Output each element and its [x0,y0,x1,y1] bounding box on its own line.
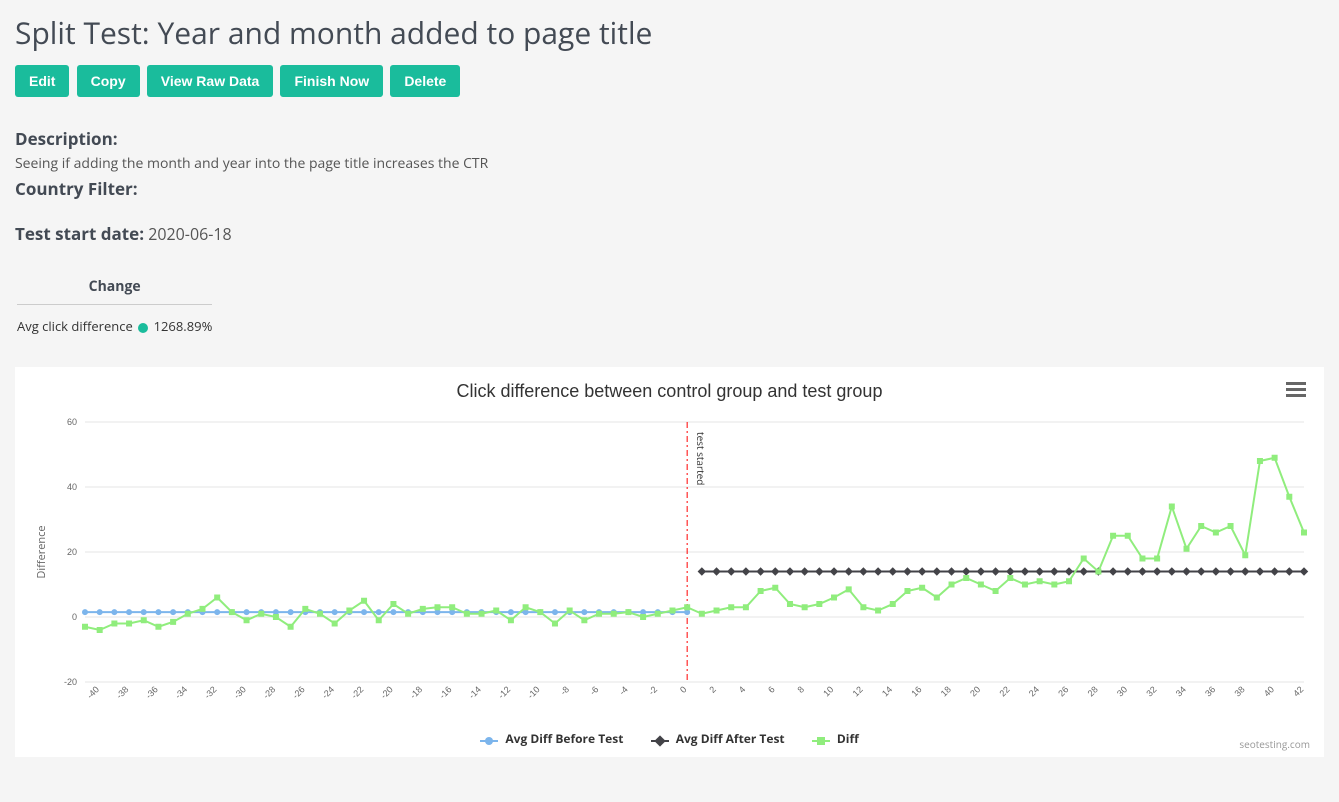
svg-text:20: 20 [67,547,77,557]
svg-text:36: 36 [1203,684,1217,698]
legend-item-before[interactable]: Avg Diff Before Test [480,730,623,747]
view-raw-data-button[interactable]: View Raw Data [147,65,274,97]
svg-text:22: 22 [998,684,1012,698]
svg-text:-16: -16 [437,684,453,700]
summary-change-header: Change [17,269,212,305]
svg-text:0: 0 [72,612,77,622]
start-date-label: Test start date: [15,222,144,245]
chart-legend: Avg Diff Before Test Avg Diff After Test… [25,730,1314,747]
chart-plot: -200204060Difference-40-38-36-34-32-30-2… [25,412,1314,722]
description-text: Seeing if adding the month and year into… [15,154,1324,173]
svg-text:28: 28 [1086,684,1100,698]
svg-text:test started: test started [694,432,708,485]
summary-table: Change Avg click difference 1268.89% [15,267,214,347]
legend-item-diff[interactable]: Diff [812,730,859,747]
table-row: Avg click difference 1268.89% [17,307,212,345]
svg-text:-36: -36 [144,684,160,700]
svg-text:26: 26 [1056,684,1070,698]
svg-text:-18: -18 [408,684,424,700]
svg-text:10: 10 [821,684,835,698]
positive-dot-icon [138,323,148,333]
svg-text:-14: -14 [467,684,483,700]
svg-text:-32: -32 [202,684,218,700]
chart-menu-icon[interactable] [1286,379,1306,400]
svg-text:-22: -22 [349,684,365,700]
svg-text:8: 8 [795,684,806,695]
svg-text:24: 24 [1027,684,1041,698]
delete-button[interactable]: Delete [390,65,460,97]
chart-title: Click difference between control group a… [25,381,1314,402]
svg-text:-40: -40 [85,684,101,700]
svg-text:4: 4 [737,684,748,695]
svg-text:-20: -20 [379,684,395,700]
summary-value: 1268.89% [154,317,213,335]
page-title: Split Test: Year and month added to page… [15,12,1324,53]
svg-text:6: 6 [766,684,777,695]
svg-text:-28: -28 [261,684,277,700]
copy-button[interactable]: Copy [77,65,140,97]
svg-text:20: 20 [968,684,982,698]
svg-text:-12: -12 [496,684,512,700]
svg-text:30: 30 [1115,684,1129,698]
svg-text:-4: -4 [617,684,630,697]
svg-text:-2: -2 [646,684,659,697]
svg-text:-34: -34 [173,684,189,700]
summary-row-label: Avg click difference [17,317,133,335]
svg-text:-8: -8 [558,684,571,697]
edit-button[interactable]: Edit [15,65,69,97]
legend-item-after[interactable]: Avg Diff After Test [651,730,785,747]
action-toolbar: Edit Copy View Raw Data Finish Now Delet… [15,65,1324,97]
svg-text:40: 40 [67,482,77,492]
svg-text:-38: -38 [114,684,130,700]
svg-text:34: 34 [1174,684,1188,698]
description-label: Description: [15,127,118,150]
chart-watermark: seotesting.com [1239,737,1310,751]
svg-text:38: 38 [1233,684,1247,698]
svg-text:-20: -20 [64,677,77,687]
svg-text:12: 12 [851,684,865,698]
country-filter-label: Country Filter: [15,177,138,200]
svg-text:-30: -30 [232,684,248,700]
svg-text:-6: -6 [588,684,601,697]
svg-text:0: 0 [678,684,689,695]
chart-container: Click difference between control group a… [15,367,1324,757]
svg-text:-10: -10 [525,684,541,700]
svg-text:-26: -26 [290,684,306,700]
svg-text:-24: -24 [320,684,336,700]
svg-text:2: 2 [707,684,718,695]
svg-text:40: 40 [1262,684,1276,698]
svg-text:60: 60 [67,417,77,427]
svg-text:Difference: Difference [34,525,49,578]
svg-text:42: 42 [1291,684,1305,698]
start-date-value: 2020-06-18 [148,223,231,245]
svg-text:14: 14 [880,684,894,698]
finish-now-button[interactable]: Finish Now [280,65,383,97]
svg-text:16: 16 [909,684,923,698]
svg-text:32: 32 [1144,684,1158,698]
svg-text:18: 18 [939,684,953,698]
